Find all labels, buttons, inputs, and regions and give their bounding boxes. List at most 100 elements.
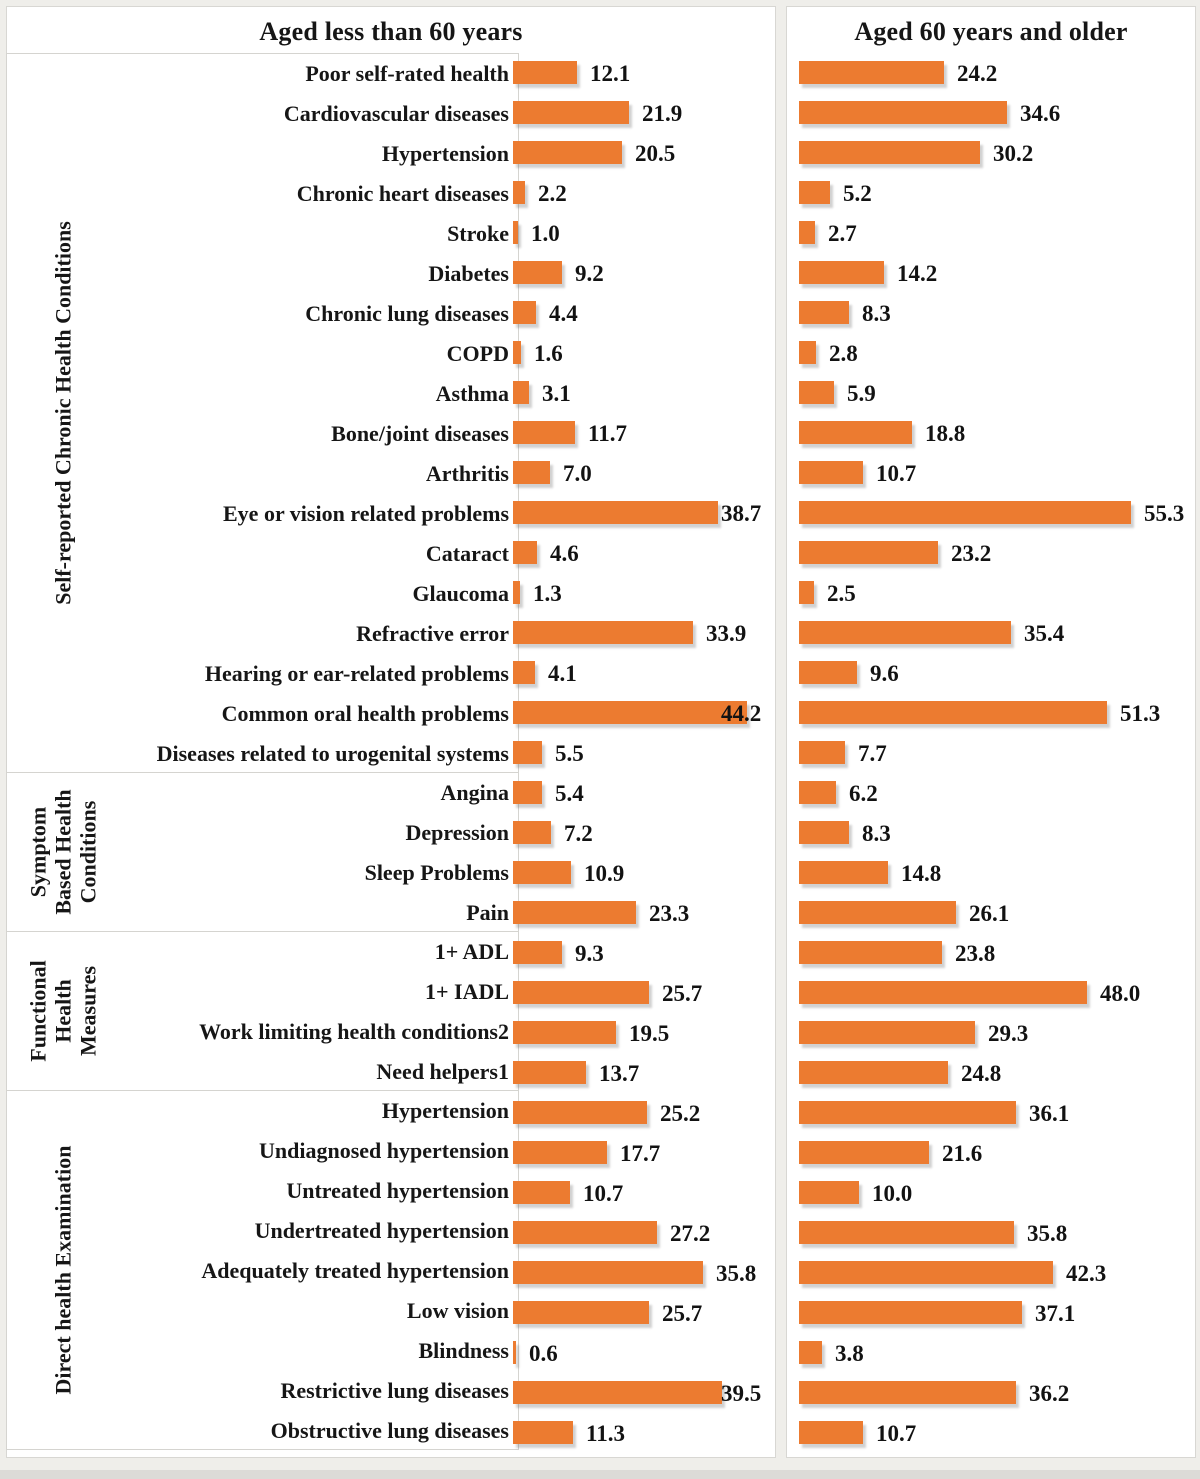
- bar: [513, 461, 550, 484]
- bar-row: 20.5: [513, 133, 775, 173]
- bar-row: 0.6: [513, 1333, 775, 1373]
- bar-value-label: 24.2: [957, 61, 998, 86]
- item-label: COPD: [446, 341, 509, 366]
- bar: [799, 1101, 1016, 1124]
- group-box: Symptom Based Health Conditions Angina Dep…: [6, 772, 519, 932]
- bar-value-label: 21.6: [942, 1141, 983, 1166]
- item-label: Poor self-rated health: [305, 61, 509, 86]
- item-label: Asthma: [435, 381, 509, 406]
- group-boxes: Self-reported Chronic Health Conditions P…: [6, 53, 519, 1450]
- bar: [513, 341, 521, 364]
- item-labels: Poor self-rated health Cardiovascular dis…: [117, 54, 518, 774]
- bar-row: 25.7: [513, 1293, 775, 1333]
- bar: [513, 901, 636, 924]
- bar-value-label: 24.8: [961, 1061, 1002, 1086]
- bar-row: 21.9: [513, 93, 775, 133]
- bar-value-label: 4.6: [550, 541, 579, 566]
- bar-row: 23.3: [513, 893, 775, 933]
- bar: [799, 261, 884, 284]
- bar-value-label: 10.9: [584, 861, 625, 886]
- bar-row: 5.2: [799, 173, 1195, 213]
- bar-value-label: 35.4: [1024, 621, 1065, 646]
- bar: [799, 421, 912, 444]
- bar-value-label: 8.3: [862, 821, 891, 846]
- bar-value-label: 2.5: [827, 581, 856, 606]
- bar-value-label: 34.6: [1020, 101, 1061, 126]
- bar-value-label: 30.2: [993, 141, 1034, 166]
- bar-row: 13.7: [513, 1053, 775, 1093]
- bar: [799, 821, 849, 844]
- bar-row: 48.0: [799, 973, 1195, 1013]
- bar-row: 24.8: [799, 1053, 1195, 1093]
- bar-row: 4.1: [513, 653, 775, 693]
- bar-row: 17.7: [513, 1133, 775, 1173]
- bar-row: 11.7: [513, 413, 775, 453]
- item-label: Need helpers1: [376, 1059, 509, 1084]
- bar-value-label: 33.9: [706, 621, 747, 646]
- bar-row: 18.8: [799, 413, 1195, 453]
- bar-row: 37.1: [799, 1293, 1195, 1333]
- bar-row: 8.3: [799, 813, 1195, 853]
- bar-row: 1.0: [513, 213, 775, 253]
- bar-value-label: 9.2: [575, 261, 604, 286]
- bar-value-label: 42.3: [1066, 1261, 1107, 1286]
- bar-row: 2.5: [799, 573, 1195, 613]
- bar: [799, 741, 845, 764]
- bar: [513, 821, 551, 844]
- bar-value-label: 12.1: [590, 61, 631, 86]
- bar-value-label: 18.8: [925, 421, 966, 446]
- bar: [513, 981, 649, 1004]
- bar: [799, 1021, 975, 1044]
- bar-value-label: 51.3: [1120, 701, 1161, 726]
- bar-row: 10.0: [799, 1173, 1195, 1213]
- item-label: Sleep Problems: [364, 860, 509, 885]
- item-label: Chronic heart diseases: [296, 181, 509, 206]
- bar-value-label: 4.1: [548, 661, 577, 686]
- bar: [513, 1381, 722, 1404]
- bar-row: 35.4: [799, 613, 1195, 653]
- bar-value-label: 36.2: [1029, 1381, 1070, 1406]
- bar-value-label: 2.2: [538, 181, 567, 206]
- bar: [513, 301, 536, 324]
- bar-value-label: 5.5: [555, 741, 584, 766]
- bar-row: 2.2: [513, 173, 775, 213]
- item-label: Work limiting health conditions2: [199, 1019, 509, 1044]
- bar-value-label: 35.8: [1027, 1221, 1068, 1246]
- bar: [799, 1341, 822, 1364]
- bar-row: 6.2: [799, 773, 1195, 813]
- bar: [513, 741, 542, 764]
- bar: [799, 581, 814, 604]
- bar-row: 51.3: [799, 693, 1195, 733]
- group-box: Self-reported Chronic Health Conditions P…: [6, 53, 519, 773]
- bar-row: 38.7: [513, 493, 775, 533]
- item-label: Diabetes: [428, 261, 509, 286]
- bar: [513, 1341, 516, 1364]
- bar: [513, 181, 525, 204]
- bar-row: 11.3: [513, 1413, 775, 1453]
- bar: [799, 701, 1107, 724]
- bar-value-label: 17.7: [620, 1141, 661, 1166]
- bar-value-label: 2.7: [828, 221, 857, 246]
- bar-value-label: 8.3: [862, 301, 891, 326]
- bar: [513, 621, 693, 644]
- bar-value-label: 11.3: [586, 1421, 625, 1446]
- bar: [799, 341, 816, 364]
- bar-value-label: 10.7: [876, 1421, 917, 1446]
- bar: [513, 1221, 657, 1244]
- bar-row: 19.5: [513, 1013, 775, 1053]
- bar-row: 25.2: [513, 1093, 775, 1133]
- bar-value-label: 1.6: [534, 341, 563, 366]
- bar-value-label: 4.4: [549, 301, 578, 326]
- bar-value-label: 3.8: [835, 1341, 864, 1366]
- bar-row: 3.1: [513, 373, 775, 413]
- bar: [799, 501, 1131, 524]
- bar-row: 10.7: [799, 453, 1195, 493]
- bar-row: 35.8: [513, 1253, 775, 1293]
- bar-row: 55.3: [799, 493, 1195, 533]
- bar: [799, 1261, 1053, 1284]
- bar-row: 7.7: [799, 733, 1195, 773]
- bar: [799, 541, 938, 564]
- item-label: Restrictive lung diseases: [280, 1378, 509, 1403]
- bar-row: 7.0: [513, 453, 775, 493]
- bar: [513, 701, 747, 724]
